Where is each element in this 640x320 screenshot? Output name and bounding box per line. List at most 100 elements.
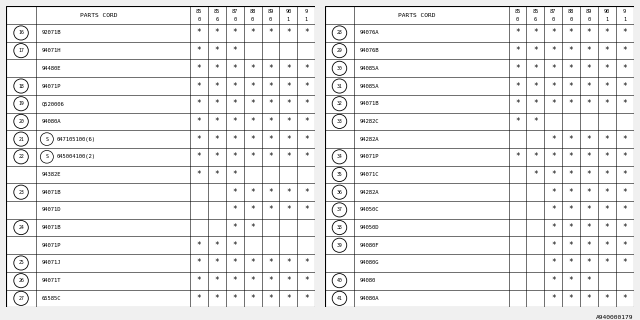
Text: *: * <box>196 99 202 108</box>
Text: *: * <box>569 205 573 214</box>
Text: *: * <box>232 135 237 144</box>
Text: *: * <box>214 28 220 37</box>
Text: *: * <box>587 259 591 268</box>
Text: 94080G: 94080G <box>360 260 379 266</box>
Text: *: * <box>250 152 255 161</box>
Text: S: S <box>45 137 48 142</box>
Text: *: * <box>232 28 237 37</box>
Text: 94071T: 94071T <box>42 278 61 283</box>
Text: *: * <box>286 294 291 303</box>
Text: *: * <box>232 241 237 250</box>
Text: 38: 38 <box>337 225 342 230</box>
Text: *: * <box>286 152 291 161</box>
Text: 0: 0 <box>552 17 555 22</box>
Text: *: * <box>569 170 573 179</box>
Text: 25: 25 <box>18 260 24 266</box>
Text: *: * <box>304 28 308 37</box>
Text: *: * <box>515 28 520 37</box>
Text: 16: 16 <box>18 30 24 36</box>
Text: *: * <box>286 205 291 214</box>
Text: *: * <box>232 294 237 303</box>
Text: 94282A: 94282A <box>360 190 379 195</box>
Text: *: * <box>515 117 520 126</box>
Text: 6: 6 <box>216 17 218 22</box>
Text: *: * <box>286 28 291 37</box>
Text: *: * <box>551 64 556 73</box>
Text: *: * <box>551 82 556 91</box>
Text: 39: 39 <box>337 243 342 248</box>
Text: *: * <box>214 64 220 73</box>
Text: 0: 0 <box>233 17 236 22</box>
Text: *: * <box>605 46 609 55</box>
Text: *: * <box>622 205 627 214</box>
Text: *: * <box>286 135 291 144</box>
Text: *: * <box>232 46 237 55</box>
Text: *: * <box>196 170 202 179</box>
Text: *: * <box>232 82 237 91</box>
Text: *: * <box>214 276 220 285</box>
Text: 0: 0 <box>588 17 591 22</box>
Text: 41: 41 <box>337 296 342 301</box>
Text: *: * <box>196 64 202 73</box>
Text: 94085A: 94085A <box>360 66 379 71</box>
Text: 85: 85 <box>532 9 538 14</box>
Text: 88: 88 <box>250 9 256 14</box>
Text: *: * <box>587 99 591 108</box>
Text: *: * <box>569 241 573 250</box>
Text: 94071J: 94071J <box>42 260 61 266</box>
Text: 31: 31 <box>337 84 342 89</box>
Text: 1: 1 <box>287 17 290 22</box>
Text: *: * <box>569 64 573 73</box>
Text: *: * <box>515 82 520 91</box>
Text: *: * <box>304 82 308 91</box>
Text: *: * <box>533 64 538 73</box>
Text: *: * <box>515 64 520 73</box>
Text: *: * <box>569 294 573 303</box>
Text: *: * <box>551 294 556 303</box>
Text: *: * <box>622 28 627 37</box>
Text: *: * <box>551 99 556 108</box>
Text: *: * <box>214 117 220 126</box>
Text: 65585C: 65585C <box>42 296 61 301</box>
Text: 94071P: 94071P <box>42 84 61 89</box>
Text: 94071C: 94071C <box>360 172 379 177</box>
Text: 94050C: 94050C <box>360 207 379 212</box>
Text: *: * <box>286 259 291 268</box>
Text: 18: 18 <box>18 84 24 89</box>
Text: 94080F: 94080F <box>360 243 379 248</box>
Text: *: * <box>304 276 308 285</box>
Text: *: * <box>304 135 308 144</box>
Text: *: * <box>605 99 609 108</box>
Text: 23: 23 <box>18 190 24 195</box>
Text: A940000179: A940000179 <box>596 315 634 320</box>
Text: *: * <box>268 117 273 126</box>
Text: 9: 9 <box>305 9 308 14</box>
Text: *: * <box>605 205 609 214</box>
Text: *: * <box>304 152 308 161</box>
Text: *: * <box>286 276 291 285</box>
Text: *: * <box>268 82 273 91</box>
Text: *: * <box>569 152 573 161</box>
Text: *: * <box>196 152 202 161</box>
Text: *: * <box>250 188 255 197</box>
Text: *: * <box>569 135 573 144</box>
Text: *: * <box>214 46 220 55</box>
Text: *: * <box>196 276 202 285</box>
Text: *: * <box>551 188 556 197</box>
Text: *: * <box>622 170 627 179</box>
Text: 87: 87 <box>550 9 556 14</box>
Text: *: * <box>622 259 627 268</box>
Text: 32: 32 <box>337 101 342 106</box>
Text: *: * <box>232 99 237 108</box>
Text: *: * <box>268 276 273 285</box>
Text: *: * <box>569 276 573 285</box>
Text: *: * <box>551 205 556 214</box>
Text: *: * <box>214 82 220 91</box>
Text: *: * <box>232 223 237 232</box>
Text: *: * <box>587 241 591 250</box>
Text: *: * <box>304 188 308 197</box>
Text: 85: 85 <box>196 9 202 14</box>
Text: *: * <box>587 82 591 91</box>
Text: *: * <box>196 135 202 144</box>
Text: *: * <box>569 28 573 37</box>
